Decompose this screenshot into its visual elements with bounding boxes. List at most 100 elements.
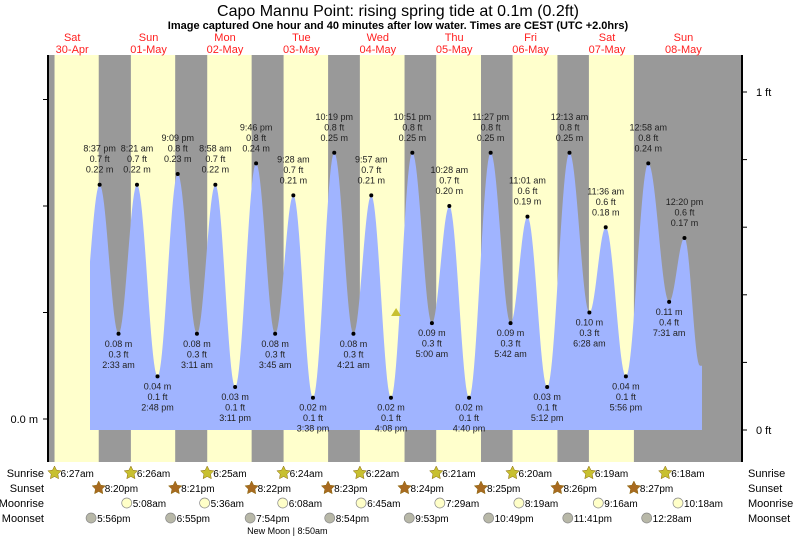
moonset-time: 10:49pm bbox=[495, 514, 534, 525]
low-tide-label: 0.3 ft bbox=[187, 349, 208, 359]
high-tide-point bbox=[603, 225, 608, 230]
high-tide-label: 0.22 m bbox=[123, 165, 151, 175]
sunset-time: 8:20pm bbox=[105, 484, 138, 495]
high-tide-label: 0.8 ft bbox=[168, 144, 189, 154]
day-label-date: 30-Apr bbox=[56, 44, 89, 56]
sunset-icon bbox=[626, 480, 642, 495]
high-tide-label: 0.8 ft bbox=[559, 122, 580, 132]
moonrise-time: 6:45am bbox=[367, 499, 400, 510]
low-tide-label: 6:28 am bbox=[573, 339, 606, 349]
moonset-icon bbox=[403, 512, 415, 524]
high-tide-label: 8:21 am bbox=[121, 144, 154, 154]
moonrise-time: 10:18am bbox=[684, 499, 723, 510]
right-axis-label: 0 ft bbox=[756, 425, 771, 437]
low-tide-point bbox=[273, 331, 278, 336]
moonset-time: 11:41pm bbox=[574, 514, 612, 525]
high-tide-label: 9:09 pm bbox=[161, 133, 194, 143]
low-tide-label: 4:08 pm bbox=[375, 424, 408, 434]
low-tide-label: 3:45 am bbox=[259, 360, 292, 370]
low-tide-label: 3:11 am bbox=[181, 360, 213, 370]
high-tide-label: 12:13 am bbox=[551, 112, 589, 122]
moonrise-icon bbox=[592, 497, 604, 509]
day-label-dow: Thu bbox=[445, 32, 464, 44]
sunrise-time: 6:21am bbox=[442, 469, 475, 480]
sunset-time: 8:24pm bbox=[411, 484, 444, 495]
low-tide-label: 0.1 ft bbox=[459, 413, 480, 423]
high-tide-point bbox=[213, 182, 218, 187]
high-tide-label: 0.8 ft bbox=[481, 122, 502, 132]
day-label-dow: Sat bbox=[64, 32, 81, 44]
high-tide-label: 0.23 m bbox=[164, 154, 192, 164]
sunrise-icon bbox=[123, 465, 139, 480]
sunrise-time: 6:25am bbox=[213, 469, 246, 480]
low-tide-label: 3:11 pm bbox=[219, 413, 251, 423]
low-tide-label: 7:31 am bbox=[653, 328, 686, 338]
sunrise-time: 6:20am bbox=[519, 469, 552, 480]
high-tide-label: 11:27 pm bbox=[472, 112, 509, 122]
moonrise-time: 6:08am bbox=[289, 499, 322, 510]
low-tide-point bbox=[194, 331, 199, 336]
high-tide-label: 12:20 pm bbox=[666, 197, 704, 207]
low-tide-label: 0.3 ft bbox=[501, 339, 522, 349]
sunrise-icon bbox=[505, 465, 520, 480]
low-tide-label: 0.1 ft bbox=[616, 392, 637, 402]
sunset-row-label-right: Sunset bbox=[748, 483, 782, 495]
low-tide-label: 5:42 am bbox=[494, 349, 527, 359]
day-label-date: 02-May bbox=[207, 44, 244, 56]
sunset-icon bbox=[244, 480, 259, 495]
moonset-icon bbox=[85, 512, 97, 524]
moonrise-time: 7:29am bbox=[446, 499, 479, 510]
moonset-time: 8:54pm bbox=[336, 514, 369, 525]
moonset-time: 7:54pm bbox=[256, 514, 289, 525]
high-tide-label: 0.19 m bbox=[514, 197, 542, 207]
high-tide-label: 8:58 am bbox=[199, 144, 232, 154]
moonrise-time: 8:19am bbox=[525, 499, 558, 510]
high-tide-label: 9:46 pm bbox=[240, 122, 273, 132]
low-tide-label: 0.02 m bbox=[299, 403, 327, 413]
low-tide-label: 0.09 m bbox=[418, 328, 446, 338]
high-tide-label: 0.8 ft bbox=[638, 133, 659, 143]
sunrise-icon bbox=[276, 465, 291, 480]
low-tide-label: 5:00 am bbox=[416, 349, 449, 359]
moonrise-icon bbox=[121, 497, 133, 509]
sunrise-icon bbox=[352, 465, 368, 480]
high-tide-label: 12:58 am bbox=[630, 122, 668, 132]
sunrise-icon bbox=[200, 465, 215, 480]
day-label-dow: Sat bbox=[599, 32, 616, 44]
high-tide-point bbox=[332, 150, 337, 155]
moonset-time: 5:56pm bbox=[97, 514, 130, 525]
moonset-time: 6:55pm bbox=[177, 514, 210, 525]
moonset-time: 12:28am bbox=[653, 514, 692, 525]
chart-title: Capo Mannu Point: rising spring tide at … bbox=[217, 3, 579, 20]
high-tide-label: 0.6 ft bbox=[674, 207, 695, 217]
low-tide-label: 5:56 pm bbox=[610, 402, 643, 412]
low-tide-label: 0.04 m bbox=[144, 381, 172, 391]
moonrise-time: 9:16am bbox=[604, 499, 637, 510]
low-tide-point bbox=[467, 395, 472, 400]
low-tide-point bbox=[351, 331, 356, 336]
high-tide-point bbox=[369, 193, 374, 198]
moonset-row-label-left: Moonset bbox=[2, 513, 44, 525]
sunrise-icon bbox=[429, 465, 444, 480]
high-tide-point bbox=[488, 150, 493, 155]
moonset-time: 9:53pm bbox=[415, 514, 448, 525]
day-label-dow: Sun bbox=[139, 32, 159, 44]
low-tide-label: 0.1 ft bbox=[148, 392, 169, 402]
high-tide-label: 0.7 ft bbox=[205, 154, 226, 164]
high-tide-label: 0.22 m bbox=[202, 165, 230, 175]
high-tide-point bbox=[447, 204, 452, 208]
moonset-icon bbox=[244, 512, 256, 524]
moonrise-icon bbox=[434, 497, 446, 509]
high-tide-point bbox=[567, 150, 572, 155]
low-tide-point bbox=[429, 321, 434, 326]
high-tide-label: 0.7 ft bbox=[127, 154, 148, 164]
low-tide-label: 0.3 ft bbox=[265, 349, 286, 359]
moonrise-icon bbox=[277, 497, 289, 509]
sunset-icon bbox=[320, 480, 336, 495]
day-label-date: 04-May bbox=[359, 44, 396, 56]
chart-subtitle: Image captured One hour and 40 minutes a… bbox=[168, 20, 629, 32]
high-tide-label: 11:36 am bbox=[587, 186, 624, 196]
sunset-row-label-left: Sunset bbox=[10, 483, 44, 495]
high-tide-label: 0.17 m bbox=[671, 218, 699, 228]
low-tide-label: 0.1 ft bbox=[537, 403, 558, 413]
